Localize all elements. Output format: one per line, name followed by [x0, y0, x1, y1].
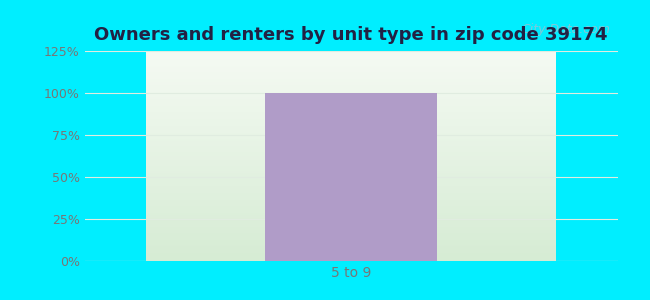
Bar	[265, 93, 437, 261]
Text: City-Data.com: City-Data.com	[521, 23, 610, 37]
Title: Owners and renters by unit type in zip code 39174: Owners and renters by unit type in zip c…	[94, 26, 608, 44]
